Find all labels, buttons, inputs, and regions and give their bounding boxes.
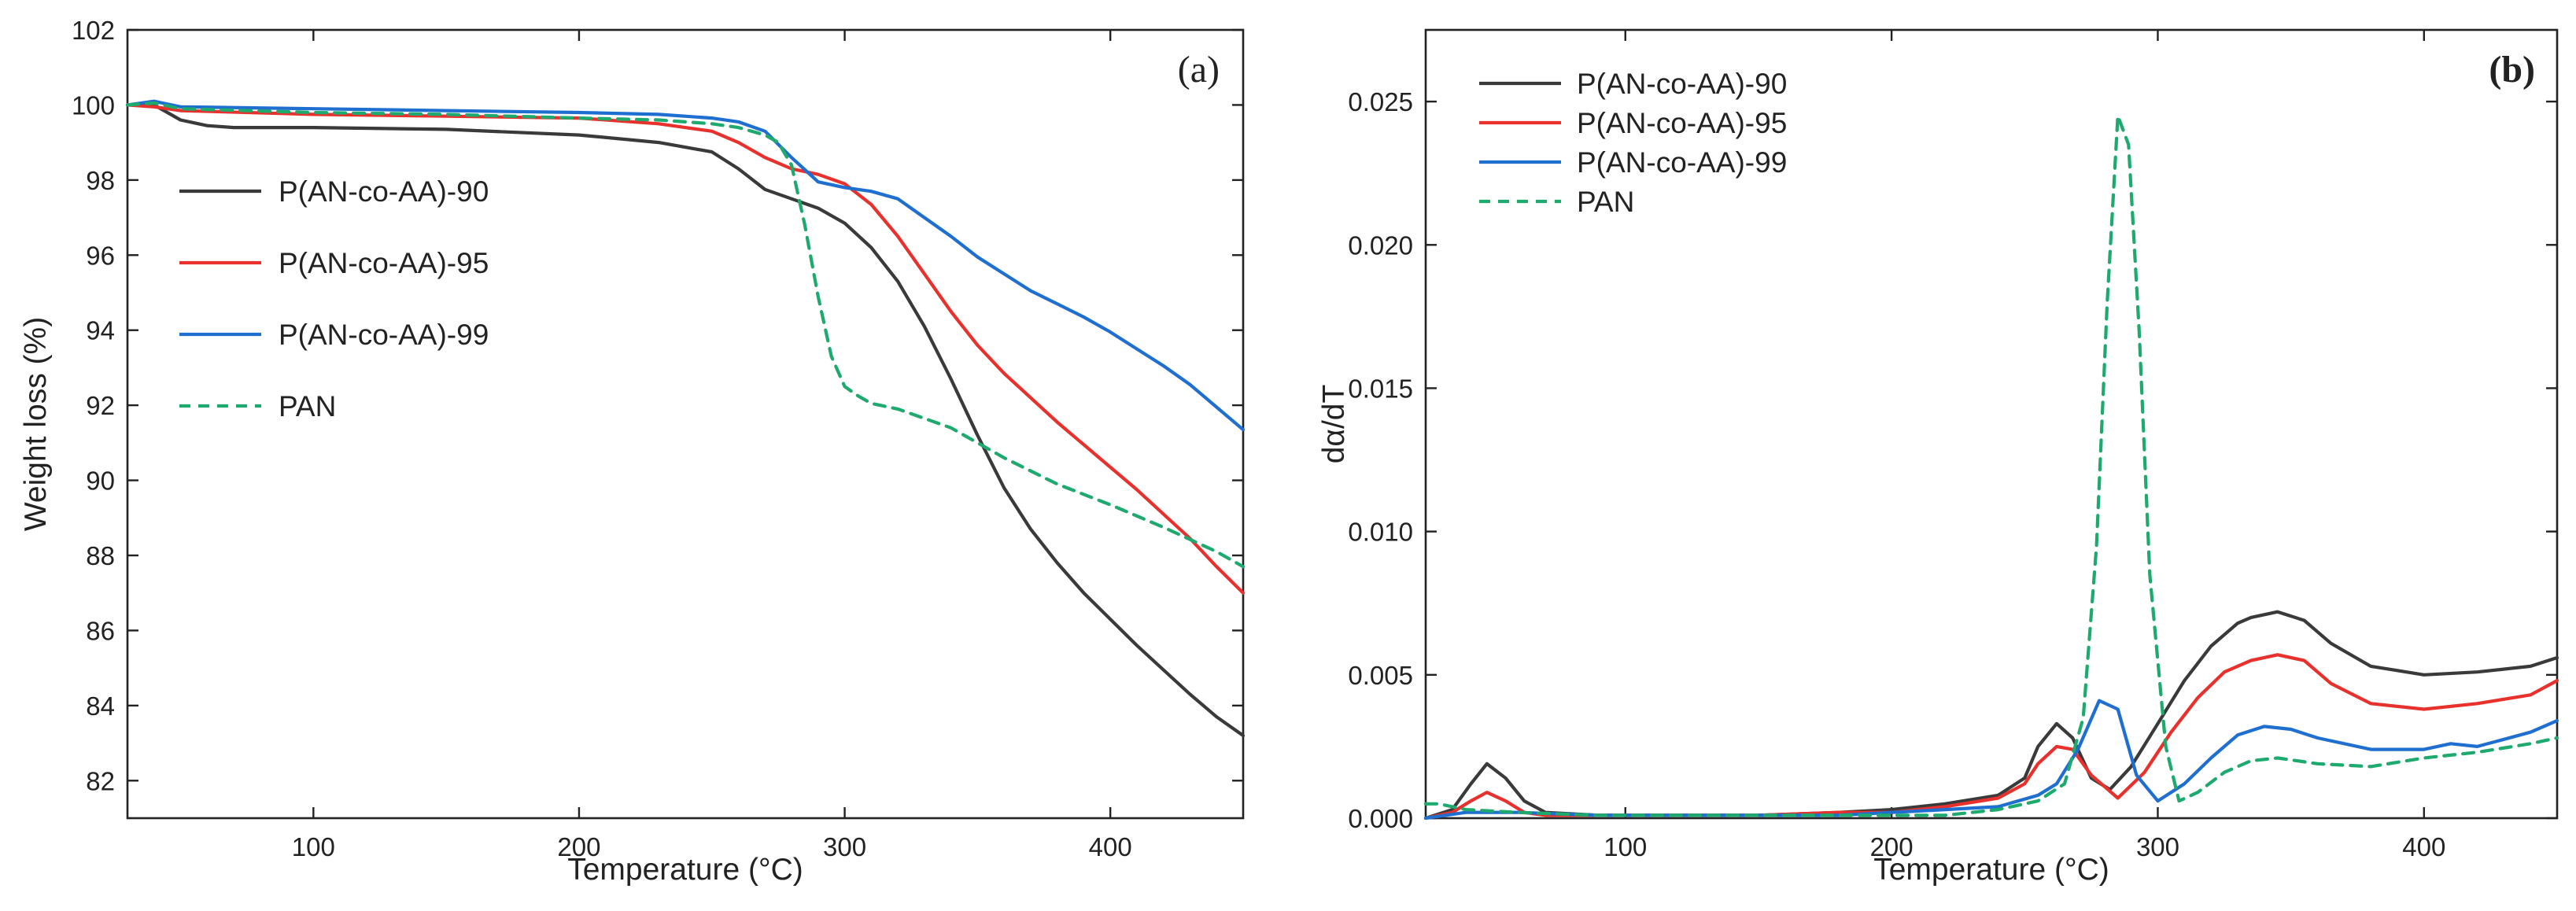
legend-label: P(AN-co-AA)-99 (1577, 146, 1787, 179)
legend-label: P(AN-co-AA)-95 (1577, 107, 1787, 139)
x-axis-label: Temperature (°C) (1873, 853, 2109, 887)
y-tick-label: 94 (86, 316, 115, 345)
legend-label: P(AN-co-AA)-90 (1577, 68, 1787, 100)
legend-label: P(AN-co-AA)-90 (279, 175, 489, 208)
x-tick-label: 400 (2402, 832, 2445, 861)
y-tick-label: 86 (86, 616, 115, 645)
y-tick-label: 0.005 (1348, 661, 1413, 690)
y-tick-label: 0.020 (1348, 231, 1413, 260)
series-line-p-an-co-aa-90 (1423, 610, 2559, 821)
panel-a: 100 200 300 400 82 84 86 88 90 92 94 96 98 100 102 P(AN… (19, 16, 1246, 887)
x-tick-label: 300 (2136, 832, 2179, 861)
y-tick-label: 102 (72, 16, 115, 45)
y-tick-label: 100 (72, 90, 115, 120)
y-tick-label: 98 (86, 166, 115, 195)
y-axis-label: dα/dT (1317, 385, 1351, 464)
y-tick-label: 0.015 (1348, 374, 1413, 403)
y-axis-label: Weight loss (%) (19, 317, 53, 531)
x-tick-label: 100 (292, 832, 335, 861)
y-tick-label: 90 (86, 467, 115, 496)
x-axis-label: Temperature (°C) (567, 853, 803, 887)
x-tick-label: 200 (557, 832, 600, 861)
series-line-p-an-co-aa-99 (125, 99, 1246, 432)
x-tick-label: 300 (823, 832, 866, 861)
y-tick-label: 84 (86, 692, 115, 721)
legend-label: P(AN-co-AA)-95 (279, 247, 489, 279)
y-tick-label: 0.025 (1348, 87, 1413, 116)
panel-label: (b) (2489, 49, 2535, 90)
x-tick-label: 100 (1604, 832, 1647, 861)
series-line-pan (1423, 114, 2559, 817)
legend-label: PAN (279, 390, 336, 422)
y-tick-label: 82 (86, 766, 115, 795)
series-line-p-an-co-aa-95 (1423, 653, 2559, 821)
series-line-p-an-co-aa-90 (125, 103, 1246, 738)
x-tick-label: 400 (1089, 832, 1132, 861)
x-tick-label: 200 (1870, 832, 1914, 861)
series-line-pan (125, 101, 1246, 569)
panel-label: (a) (1178, 49, 1220, 90)
panel-b: 100 200 300 400 0.000 0.005 0.010 0.015 0.020 0.0… (1317, 28, 2559, 887)
y-tick-label: 0.000 (1348, 804, 1413, 833)
y-tick-label: 88 (86, 541, 115, 570)
y-tick-label: 92 (86, 391, 115, 420)
y-tick-label: 0.010 (1348, 518, 1413, 547)
y-tick-label: 96 (86, 241, 115, 270)
plot-frame (126, 28, 1245, 820)
legend-label: PAN (1577, 186, 1634, 218)
plot-frame (1424, 28, 2559, 820)
legend-label: P(AN-co-AA)-99 (279, 319, 489, 351)
